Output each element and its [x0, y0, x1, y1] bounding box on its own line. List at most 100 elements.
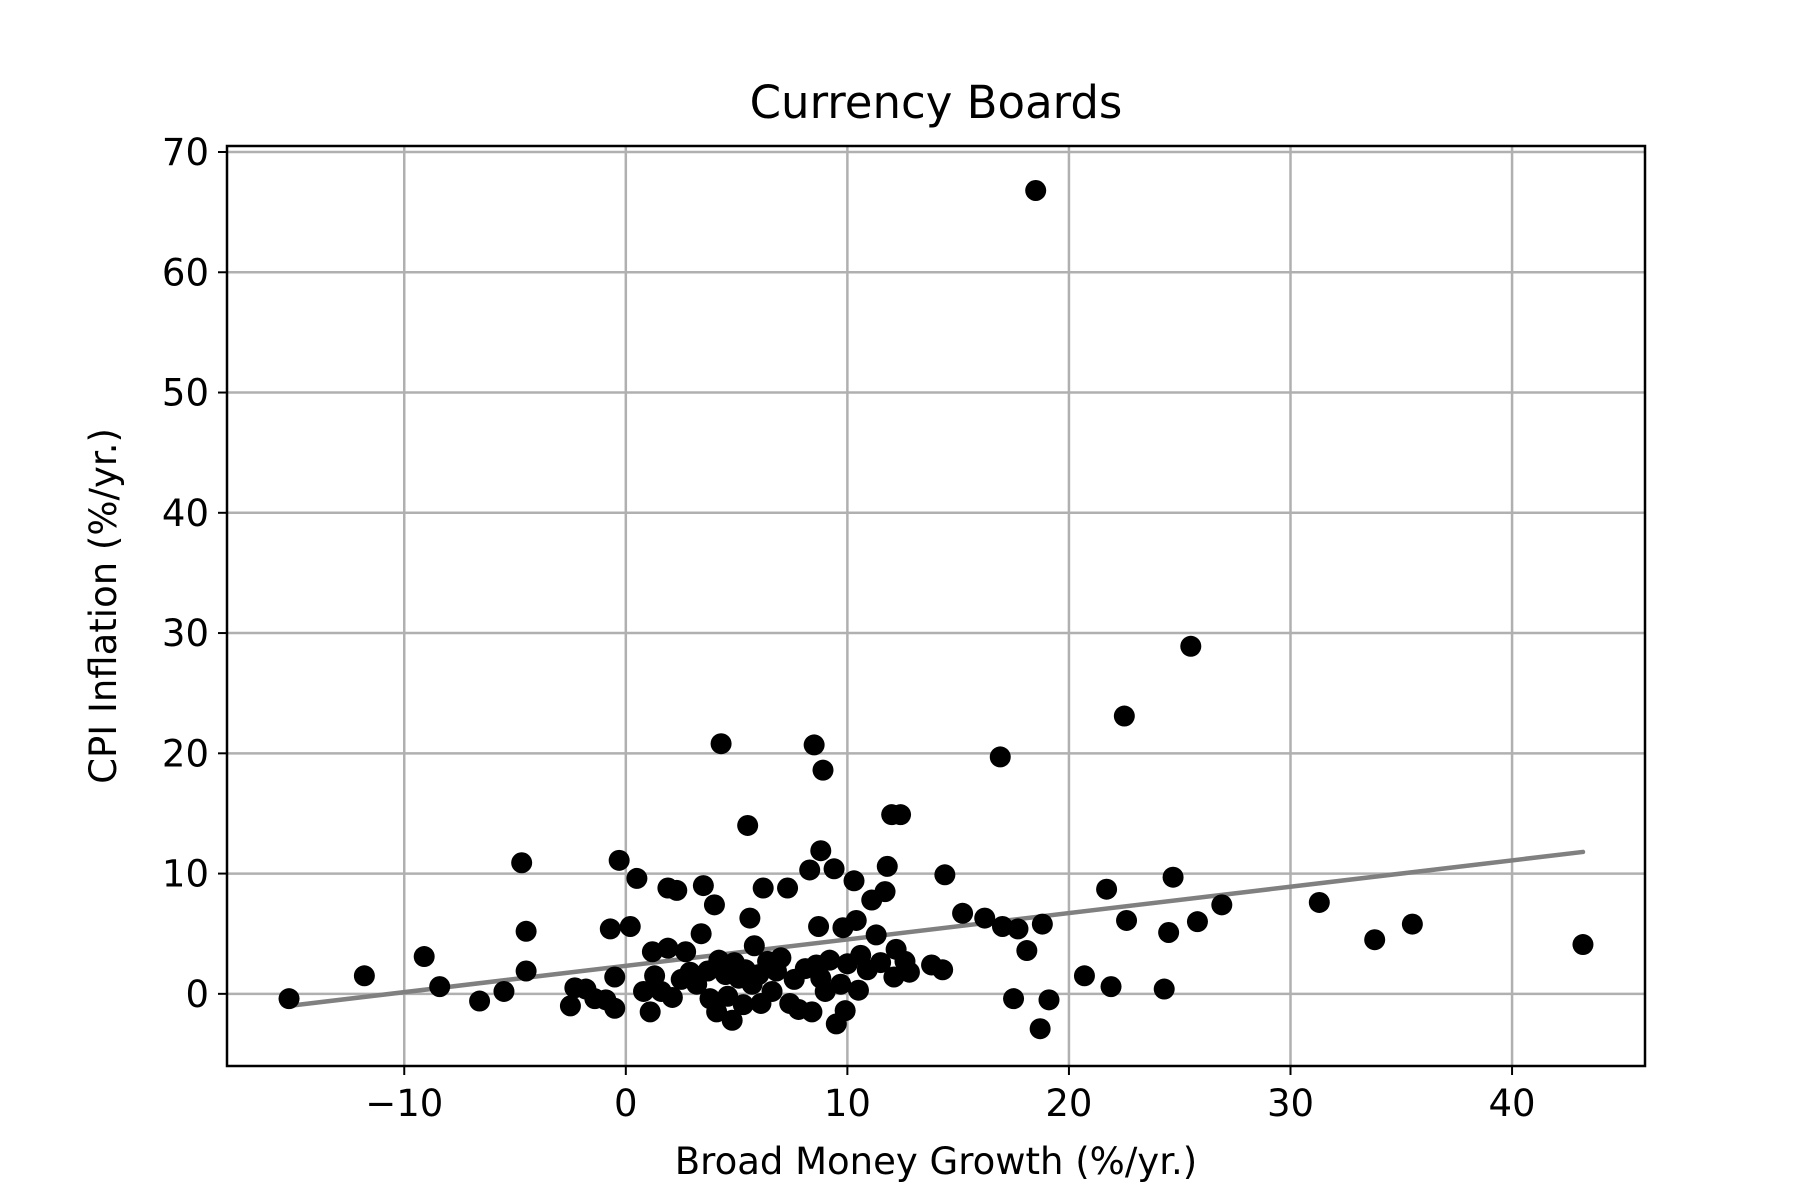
y-tick-label: 30 — [162, 612, 209, 655]
data-point — [413, 946, 435, 968]
data-point — [812, 759, 834, 781]
y-tick-label: 50 — [162, 372, 209, 415]
data-point — [823, 858, 845, 880]
x-tick-label: 20 — [1045, 1082, 1092, 1125]
data-point — [515, 920, 537, 942]
data-point — [706, 1001, 728, 1023]
data-point — [989, 746, 1011, 768]
data-point — [278, 988, 300, 1010]
plot-frame — [225, 144, 1647, 1068]
data-point — [639, 1001, 661, 1023]
data-point — [353, 965, 375, 987]
y-tick-label: 0 — [185, 973, 209, 1016]
data-point — [721, 1009, 743, 1031]
data-point — [1186, 911, 1208, 933]
data-point — [1096, 878, 1118, 900]
data-point — [1038, 989, 1060, 1011]
trend-line — [286, 849, 1586, 1009]
data-point — [1007, 918, 1029, 940]
data-point — [469, 990, 491, 1012]
y-tick-label: 40 — [162, 492, 209, 535]
data-point — [898, 961, 920, 983]
x-axis-label: Broad Money Growth (%/yr.) — [675, 1140, 1197, 1183]
data-point — [1572, 934, 1594, 956]
data-point — [952, 902, 974, 924]
data-point — [732, 994, 754, 1016]
data-point — [608, 849, 630, 871]
data-point — [830, 973, 852, 995]
data-point — [874, 881, 896, 903]
data-point — [876, 855, 898, 877]
data-point — [717, 985, 739, 1007]
data-point — [710, 733, 732, 755]
data-point — [619, 915, 641, 937]
data-point — [604, 997, 626, 1019]
data-point — [1211, 894, 1233, 916]
data-point — [1158, 922, 1180, 944]
y-tick-label: 20 — [162, 732, 209, 775]
data-point — [1113, 705, 1135, 727]
data-point — [604, 966, 626, 988]
data-point — [1003, 988, 1025, 1010]
data-point — [703, 894, 725, 916]
x-tick-label: 30 — [1267, 1082, 1314, 1125]
data-point — [974, 907, 996, 929]
data-point — [1364, 929, 1386, 951]
x-tick-label: −10 — [365, 1082, 443, 1125]
data-point — [626, 867, 648, 889]
data-points — [278, 179, 1594, 1040]
data-point — [761, 980, 783, 1002]
data-point — [865, 924, 887, 946]
data-point — [752, 877, 774, 899]
data-point — [845, 909, 867, 931]
y-axis: 0 10 20 30 40 50 60 70 — [162, 131, 227, 1016]
data-point — [633, 980, 655, 1002]
data-point — [675, 941, 697, 963]
data-point — [770, 947, 792, 969]
data-point — [808, 915, 830, 937]
data-point — [1016, 940, 1038, 962]
y-tick-label: 10 — [162, 853, 209, 896]
data-point — [1153, 978, 1175, 1000]
data-point — [739, 907, 761, 929]
data-point — [515, 960, 537, 982]
data-point — [1116, 909, 1138, 931]
y-tick-label: 60 — [162, 251, 209, 294]
data-point — [429, 976, 451, 998]
data-point — [834, 1000, 856, 1022]
data-point — [1031, 913, 1053, 935]
data-point — [599, 918, 621, 940]
data-point — [666, 879, 688, 901]
x-axis: −10 0 10 20 30 40 — [365, 1066, 1536, 1125]
data-point — [777, 877, 799, 899]
data-point — [801, 1001, 823, 1023]
data-point — [1029, 1018, 1051, 1040]
x-tick-label: 10 — [824, 1082, 871, 1125]
data-point — [1025, 179, 1047, 201]
data-point — [1100, 976, 1122, 998]
data-point — [799, 859, 821, 881]
data-point — [657, 937, 679, 959]
trend-line-group — [286, 849, 1586, 1009]
data-point — [1162, 866, 1184, 888]
data-point — [1180, 635, 1202, 657]
y-tick-label: 70 — [162, 131, 209, 174]
data-point — [843, 870, 865, 892]
x-tick-label: 40 — [1489, 1082, 1536, 1125]
data-point — [870, 952, 892, 974]
data-point — [934, 864, 956, 886]
data-point — [890, 804, 912, 826]
x-tick-label: 0 — [614, 1082, 638, 1125]
y-axis-label: CPI Inflation (%/yr.) — [82, 428, 125, 784]
data-point — [847, 979, 869, 1001]
grid — [227, 146, 1645, 1066]
data-point — [737, 814, 759, 836]
data-point — [743, 935, 765, 957]
data-point — [661, 986, 683, 1008]
data-point — [493, 980, 515, 1002]
data-point — [991, 915, 1013, 937]
data-point — [819, 949, 841, 971]
